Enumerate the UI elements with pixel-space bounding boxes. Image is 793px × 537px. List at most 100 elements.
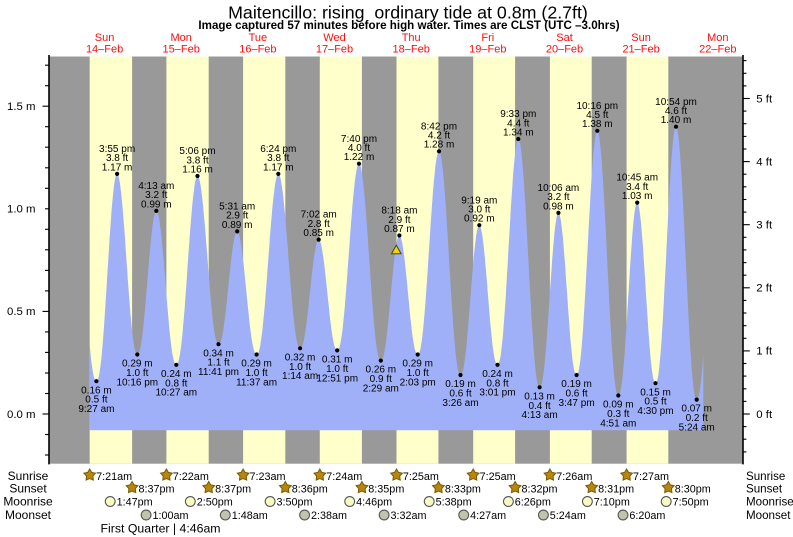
svg-text:3.2 ft: 3.2 ft	[145, 190, 167, 201]
svg-text:Sun: Sun	[95, 32, 115, 44]
svg-text:8:42 pm: 8:42 pm	[421, 121, 457, 132]
svg-text:0.5 ft: 0.5 ft	[85, 395, 107, 406]
svg-text:2.8 ft: 2.8 ft	[308, 219, 330, 230]
svg-text:1 ft: 1 ft	[756, 346, 773, 358]
svg-text:4:13 am: 4:13 am	[138, 181, 174, 192]
svg-text:3.4 ft: 3.4 ft	[626, 182, 648, 193]
svg-text:2:03 pm: 2:03 pm	[400, 377, 436, 388]
svg-text:3.8 ft: 3.8 ft	[267, 153, 289, 164]
svg-text:Mon: Mon	[170, 32, 191, 44]
svg-text:10:27 am: 10:27 am	[155, 388, 197, 399]
svg-text:0.4 ft: 0.4 ft	[528, 401, 550, 412]
svg-text:0.6 ft: 0.6 ft	[449, 389, 471, 400]
svg-text:0.13 m: 0.13 m	[524, 391, 555, 402]
svg-text:Sunrise: Sunrise	[8, 469, 49, 483]
svg-text:4:30 pm: 4:30 pm	[637, 406, 673, 417]
svg-text:0.29 m: 0.29 m	[241, 359, 272, 370]
svg-text:First Quarter | 4:46am: First Quarter | 4:46am	[101, 522, 221, 536]
svg-text:0.29 m: 0.29 m	[122, 359, 153, 370]
svg-text:4:13 am: 4:13 am	[522, 410, 558, 421]
svg-text:3:47 pm: 3:47 pm	[559, 398, 595, 409]
svg-text:8:37pm: 8:37pm	[215, 483, 251, 495]
svg-text:1.0 ft: 1.0 ft	[126, 368, 148, 379]
svg-text:7:10pm: 7:10pm	[594, 496, 630, 508]
svg-text:6:26pm: 6:26pm	[515, 496, 551, 508]
svg-text:Image captured 57 minutes befo: Image captured 57 minutes before high wa…	[198, 19, 619, 32]
svg-text:19–Feb: 19–Feb	[469, 44, 506, 56]
svg-text:3:50pm: 3:50pm	[277, 496, 313, 508]
svg-text:6:20am: 6:20am	[629, 510, 665, 522]
svg-text:0.92 m: 0.92 m	[464, 214, 495, 225]
svg-text:15–Feb: 15–Feb	[163, 44, 200, 56]
svg-text:3.2 ft: 3.2 ft	[547, 192, 569, 203]
svg-text:8:36pm: 8:36pm	[292, 483, 328, 495]
svg-text:3:32am: 3:32am	[391, 510, 427, 522]
svg-text:5:24 am: 5:24 am	[679, 423, 715, 434]
svg-text:4.2 ft: 4.2 ft	[428, 131, 450, 142]
svg-text:10:45 am: 10:45 am	[616, 173, 658, 184]
svg-text:1:47pm: 1:47pm	[117, 496, 153, 508]
svg-text:0.87 m: 0.87 m	[384, 224, 415, 235]
svg-text:1.17 m: 1.17 m	[102, 162, 133, 173]
svg-text:7:25am: 7:25am	[403, 471, 439, 483]
svg-text:4.0 ft: 4.0 ft	[348, 143, 370, 154]
svg-text:4:51 am: 4:51 am	[600, 418, 636, 429]
svg-text:1.28 m: 1.28 m	[424, 140, 455, 151]
svg-text:11:41 pm: 11:41 pm	[198, 367, 239, 378]
svg-text:0.8 ft: 0.8 ft	[165, 378, 187, 389]
svg-text:2:29 am: 2:29 am	[363, 384, 399, 395]
svg-text:2.9 ft: 2.9 ft	[388, 215, 410, 226]
svg-text:7:02 am: 7:02 am	[301, 210, 337, 221]
svg-text:0.99 m: 0.99 m	[141, 199, 172, 210]
svg-text:0.24 m: 0.24 m	[482, 369, 513, 380]
svg-text:9:19 am: 9:19 am	[461, 195, 497, 206]
svg-text:3.8 ft: 3.8 ft	[106, 153, 128, 164]
svg-text:8:30pm: 8:30pm	[675, 483, 711, 495]
svg-text:1.1 ft: 1.1 ft	[207, 358, 229, 369]
svg-text:Wed: Wed	[323, 32, 345, 44]
svg-text:4.6 ft: 4.6 ft	[665, 106, 687, 117]
svg-text:1.38 m: 1.38 m	[582, 119, 613, 130]
svg-text:Fri: Fri	[481, 32, 494, 44]
svg-text:8:35pm: 8:35pm	[368, 483, 404, 495]
svg-text:3:55 pm: 3:55 pm	[99, 144, 135, 155]
svg-text:0.34 m: 0.34 m	[203, 348, 234, 359]
svg-text:3.8 ft: 3.8 ft	[186, 155, 208, 166]
svg-text:7:26am: 7:26am	[556, 471, 592, 483]
svg-text:5:38pm: 5:38pm	[436, 496, 472, 508]
svg-text:0.5 m: 0.5 m	[7, 306, 36, 318]
svg-text:1.0 ft: 1.0 ft	[289, 362, 311, 373]
svg-text:6:24 pm: 6:24 pm	[260, 144, 296, 155]
svg-text:22–Feb: 22–Feb	[699, 44, 736, 56]
svg-text:2:38am: 2:38am	[311, 510, 347, 522]
svg-text:1.0 ft: 1.0 ft	[245, 368, 267, 379]
svg-text:0.09 m: 0.09 m	[603, 400, 634, 411]
svg-text:7:23am: 7:23am	[250, 471, 286, 483]
svg-text:0.85 m: 0.85 m	[303, 228, 334, 239]
svg-text:1.34 m: 1.34 m	[503, 127, 534, 138]
svg-text:2.9 ft: 2.9 ft	[226, 211, 248, 222]
svg-text:2:50pm: 2:50pm	[197, 496, 233, 508]
svg-text:Moonset: Moonset	[5, 508, 52, 522]
svg-text:0.15 m: 0.15 m	[640, 387, 671, 398]
svg-text:0.0 m: 0.0 m	[7, 409, 36, 421]
svg-text:0.2 ft: 0.2 ft	[686, 413, 708, 424]
svg-text:0.5 ft: 0.5 ft	[644, 397, 666, 408]
svg-text:Moonrise: Moonrise	[3, 495, 53, 509]
svg-text:8:18 am: 8:18 am	[381, 206, 417, 217]
svg-text:0.98 m: 0.98 m	[543, 201, 574, 212]
svg-text:0.9 ft: 0.9 ft	[370, 374, 392, 385]
svg-text:4 ft: 4 ft	[756, 156, 773, 168]
svg-text:7:27am: 7:27am	[633, 471, 669, 483]
svg-text:0.6 ft: 0.6 ft	[565, 389, 587, 400]
svg-text:18–Feb: 18–Feb	[393, 44, 430, 56]
svg-text:0 ft: 0 ft	[756, 409, 773, 421]
svg-text:0.89 m: 0.89 m	[222, 220, 253, 231]
svg-text:0.32 m: 0.32 m	[285, 352, 316, 363]
svg-text:1.0 ft: 1.0 ft	[326, 364, 348, 375]
svg-text:17–Feb: 17–Feb	[316, 44, 353, 56]
svg-text:1.16 m: 1.16 m	[182, 164, 213, 175]
svg-text:4:46pm: 4:46pm	[356, 496, 392, 508]
svg-text:5 ft: 5 ft	[756, 93, 773, 105]
svg-text:1.03 m: 1.03 m	[622, 191, 653, 202]
